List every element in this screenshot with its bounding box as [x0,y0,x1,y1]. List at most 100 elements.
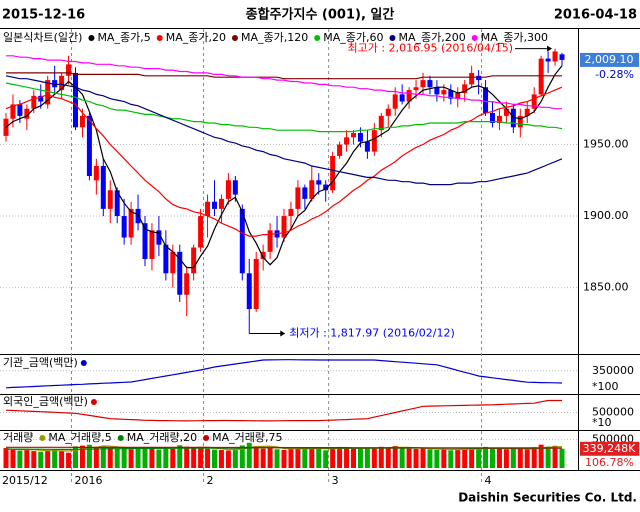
candle-body [191,247,197,274]
volume-bar [107,447,113,468]
volume-bar [114,448,120,468]
x-tick-label: 3 [332,474,339,487]
candle-body [302,187,308,199]
volume-bar [163,447,169,468]
candle-body [100,165,106,209]
candle-body [239,208,245,274]
volume-bar [441,449,447,468]
candle-body [469,72,475,85]
volume-bar [420,448,426,468]
candle-body [351,133,356,138]
candle-body [66,64,72,76]
legend-label: 일본식차트(일간) [3,30,82,44]
volume-bar [455,449,461,468]
volume-bar [24,448,30,468]
chart-title: 종합주가지수 (001), 일간 [246,7,395,23]
legend-label: MA_종가,5 [97,31,150,44]
legend-marker [117,435,124,441]
volume-bar [205,448,211,468]
y-tick-label: 1900.00 [583,209,629,222]
volume-bar [378,446,384,468]
candle-body [31,95,37,109]
volume-bar [121,447,127,468]
volume-bar [351,448,356,468]
volume-bar [434,449,440,468]
last-volume-box [580,441,639,456]
max-annotation: 최고가 : 2,016.95 (2016/04/15) [348,42,514,55]
candle-body [399,94,405,102]
candle-body [503,108,509,116]
candle-body [38,95,44,102]
volume-bar [281,449,287,468]
x-tick-label: 2 [207,474,214,487]
candle-body [142,223,148,259]
x-tick-label: 4 [485,474,492,487]
legend-label: MA_종가,200 [398,31,465,44]
volume-bar [170,448,176,468]
y-tick-label: 1850.00 [583,281,629,294]
volume-bar [323,450,329,468]
annotation-arrowhead [547,45,553,52]
legend-marker [314,35,321,41]
candle-body [559,54,565,60]
candle-body [392,94,398,109]
volume-bar [392,446,398,468]
candle-body [246,273,252,310]
candle-body [406,90,412,102]
volume-bar [100,446,106,468]
candle-body [135,208,141,224]
candle-body [483,87,489,114]
volume-bar [156,449,162,468]
line-series [5,65,563,269]
candle-body [79,115,85,128]
unit-label: *10 [592,416,612,429]
volume-bar [38,451,44,468]
volume-bar [253,446,259,468]
last-price-box [580,52,639,67]
volume-bar [330,447,336,468]
legend-label: MA_종가,120 [241,31,308,44]
volume-bar [490,447,495,468]
candle-body [253,258,259,310]
candle-body [17,104,23,116]
volume-bar [59,451,65,468]
legend-label: MA_종가,300 [481,31,548,44]
volume-bar [406,448,412,468]
candle-body [378,115,384,131]
volume-bar [295,447,301,468]
volume-bar [469,447,475,468]
volume-bar [246,442,252,468]
line-series [5,75,563,186]
candle-body [107,190,113,209]
volume-bar [17,450,23,468]
last-volume-label: 339,248K [583,442,636,455]
volume-bar [517,448,523,468]
y-tick-label: 350000 [592,364,634,377]
candle-body [510,108,516,128]
legend-marker [231,35,238,41]
volume-bar [462,448,468,468]
min-annotation: 최저가 : 1,817.97 (2016/02/12) [289,326,455,339]
candle-body [218,198,224,209]
candle-body [184,273,190,295]
candle-body [128,208,134,238]
volume-bar [149,448,155,468]
volume-bar [524,449,530,468]
line-series [5,359,563,389]
candle-body [86,115,92,176]
candle-body [545,58,551,62]
y-tick-label: 1950.00 [583,137,629,150]
legend-marker [39,435,46,441]
volume-bar [10,449,16,468]
volume-bar [191,448,197,468]
line-series [5,399,562,422]
candle-body [177,251,183,295]
last-price-label: 2,009.10 [585,53,634,66]
candle-body [413,87,419,91]
candle-body [232,180,238,195]
candle-body [156,230,162,245]
legend-label: MA_거래량,75 [212,431,282,444]
volume-bar [476,449,482,468]
volume-bar [337,446,343,468]
